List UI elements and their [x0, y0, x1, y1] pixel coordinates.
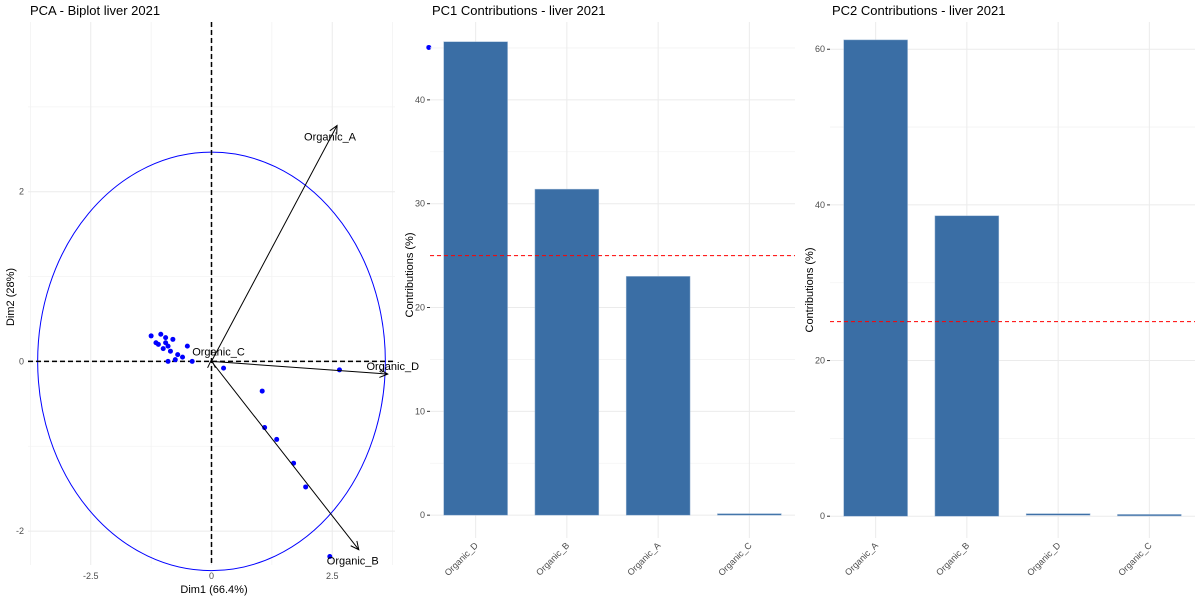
pca-point: [158, 331, 164, 337]
pc2-y-tick-label: 40: [815, 200, 825, 210]
pca-point: [291, 460, 297, 466]
pca-point: [148, 333, 154, 339]
pca-point: [160, 346, 166, 352]
pc2-contributions-panel: PC2 Contributions - liver 2021 Contribut…: [804, 3, 1195, 578]
pca-y-tick-label: -2: [16, 526, 24, 536]
pca-point: [172, 357, 178, 363]
pc1-y-tick-label: 30: [415, 199, 425, 209]
pca-arrow-line: [211, 125, 338, 362]
pca-arrow-label: Organic_D: [366, 361, 419, 373]
pc2-tick-labels: 0 20 40 60: [815, 44, 830, 521]
pca-point: [303, 484, 309, 490]
pc2-category-label: Organic_A: [843, 540, 880, 577]
pc1-y-tick-label: 20: [415, 303, 425, 313]
pc2-bar: [934, 215, 1000, 517]
pc2-bars: [843, 39, 1182, 517]
pc1-y-axis-title: Contributions (%): [404, 233, 416, 318]
pc2-bar: [1117, 514, 1182, 517]
pca-arrow-label: Organic_B: [327, 556, 379, 568]
pca-point: [153, 340, 159, 346]
pc1-tick-labels: 0 10 20 30 40: [415, 95, 430, 520]
pca-x-tick-label: 2.5: [326, 571, 339, 581]
pca-point: [221, 365, 227, 371]
pca-point: [274, 436, 280, 442]
pca-point: [259, 388, 265, 394]
pca-point: [184, 343, 190, 349]
pc2-y-tick-label: 0: [820, 511, 825, 521]
pc2-category-label: Organic_D: [1025, 540, 1063, 578]
pca-point: [426, 44, 432, 50]
pca-point: [336, 367, 342, 373]
pca-x-tick-label: 0: [209, 571, 214, 581]
pc1-bars: [443, 41, 782, 516]
pc1-category-label: Organic_D: [443, 540, 481, 578]
pca-point: [163, 340, 169, 346]
pc2-chart-title: PC2 Contributions - liver 2021: [832, 3, 1005, 18]
pc1-chart-title: PC1 Contributions - liver 2021: [432, 3, 605, 18]
pc1-bar: [534, 188, 600, 516]
pca-x-axis-title: Dim1 (66.4%): [180, 584, 247, 596]
pca-point: [175, 352, 181, 358]
pca-point: [327, 554, 333, 560]
pca-point: [167, 348, 173, 354]
pc1-bar: [625, 276, 691, 516]
pc1-bar: [443, 41, 508, 516]
pca-point: [170, 336, 176, 342]
pc1-y-tick-label: 0: [420, 510, 425, 520]
pc2-y-tick-label: 20: [815, 356, 825, 366]
pca-y-axis-title: Dim2 (28%): [5, 268, 17, 326]
pca-arrow-head: [329, 124, 338, 135]
pc1-category-label: Organic_A: [625, 540, 662, 577]
pc2-category-labels: Organic_A Organic_B Organic_D Organic_C: [843, 540, 1154, 578]
pc1-category-label: Organic_B: [534, 540, 571, 577]
pca-point: [189, 358, 195, 364]
pc2-y-axis-title: Contributions (%): [804, 248, 816, 333]
pc1-contributions-panel: PC1 Contributions - liver 2021 Contribut…: [404, 3, 795, 578]
pc2-category-label: Organic_B: [934, 540, 971, 577]
pc2-bar: [1025, 513, 1091, 516]
pca-tick-labels: -2.5 0 2.5 -2 0 2: [16, 187, 338, 581]
pca-zero-lines: [28, 22, 395, 565]
pca-point: [262, 425, 268, 431]
pca-arrow-label: Organic_C: [192, 347, 245, 359]
pc1-y-tick-label: 40: [415, 95, 425, 105]
pca-point: [180, 354, 186, 360]
pca-arrow-head: [379, 369, 389, 378]
pc2-y-tick-label: 60: [815, 44, 825, 54]
pca-arrow-head: [207, 358, 216, 368]
pc1-bar: [717, 513, 782, 516]
pca-arrow-label: Organic_A: [304, 132, 357, 144]
pca-biplot-panel: PCA - Biplot liver 2021 Dim1 (66.4%) Dim…: [5, 3, 432, 596]
pc2-category-label: Organic_C: [1116, 540, 1154, 578]
pca-arrow-line: [211, 360, 388, 375]
pca-y-tick-label: 2: [19, 187, 24, 197]
pc1-category-label: Organic_C: [716, 540, 754, 578]
pca-point: [165, 358, 171, 364]
pca-point: [163, 335, 169, 341]
pca-y-tick-label: 0: [19, 356, 24, 366]
pc1-y-tick-label: 10: [415, 406, 425, 416]
pca-x-tick-label: -2.5: [83, 571, 99, 581]
pc2-bar: [843, 39, 908, 517]
pca-chart-title: PCA - Biplot liver 2021: [30, 3, 160, 18]
pca-arrows: Organic_A Organic_B Organic_C Organic_D: [192, 124, 419, 568]
pca-arrow-head: [350, 540, 360, 551]
pca-points: [148, 44, 432, 560]
pc1-category-labels: Organic_D Organic_B Organic_A Organic_C: [443, 540, 755, 578]
pca-arrow-line: [211, 361, 360, 551]
